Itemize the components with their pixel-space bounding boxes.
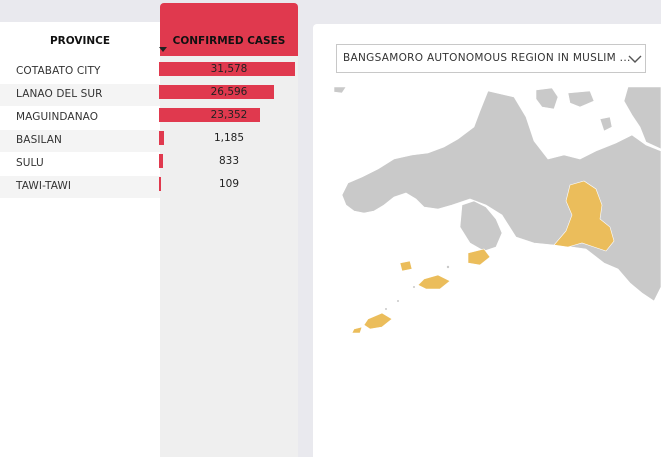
map-islet — [413, 286, 415, 288]
province-name: MAGUINDANAO — [16, 111, 99, 123]
cases-data-bar — [159, 62, 295, 76]
map-land-islet — [333, 87, 347, 94]
cases-value: 109 — [218, 178, 240, 190]
province-name: COTABATO CITY — [16, 65, 101, 77]
province-cell: TAWI-TAWI — [0, 176, 160, 198]
table-row[interactable]: COTABATO CITY 31,578 — [0, 61, 298, 84]
cases-data-bar — [159, 177, 161, 191]
sort-descending-icon[interactable] — [159, 47, 167, 52]
cases-column-header-highlight[interactable] — [160, 3, 298, 56]
table-row[interactable]: SULU 833 — [0, 153, 298, 176]
region-map[interactable] — [328, 87, 661, 452]
confirmed-cases-column-header[interactable]: CONFIRMED CASES — [172, 35, 286, 47]
map-islet — [385, 308, 387, 310]
province-name: TAWI-TAWI — [16, 180, 72, 192]
province-cell: MAGUINDANAO — [0, 107, 160, 129]
table-row[interactable]: BASILAN 1,185 — [0, 130, 298, 153]
map-land-islet — [599, 116, 613, 132]
map-land-mindanao — [341, 90, 661, 302]
map-region-tawi-tawi[interactable] — [363, 312, 393, 330]
cases-data-bar — [159, 108, 260, 122]
cases-value: 26,596 — [210, 86, 248, 98]
map-land-islet — [535, 87, 559, 110]
map-land-zamboanga — [459, 200, 503, 252]
table-row[interactable]: MAGUINDANAO 23,352 — [0, 107, 298, 130]
cases-data-bar — [159, 131, 165, 145]
map-islet — [397, 300, 399, 302]
cases-value: 23,352 — [210, 109, 248, 121]
map-islet — [446, 265, 450, 269]
table-row[interactable]: TAWI-TAWI 109 — [0, 176, 298, 199]
map-land-north — [623, 87, 661, 150]
province-table-body: COTABATO CITY 31,578 LANAO DEL SUR 26,59… — [0, 61, 298, 199]
cases-data-bar — [159, 85, 274, 99]
map-land-islet — [567, 90, 595, 108]
map-region-sulu[interactable] — [417, 274, 451, 290]
province-cell: COTABATO CITY — [0, 61, 160, 83]
cases-value: 833 — [218, 155, 240, 167]
province-column-header[interactable]: PROVINCE — [49, 35, 111, 47]
map-region-lanao-maguindanao[interactable] — [553, 180, 615, 252]
map-region-basilan[interactable] — [467, 248, 491, 266]
map-region-tawi-tawi-islet[interactable] — [351, 326, 363, 334]
cases-column-background — [160, 55, 298, 457]
chevron-down-icon — [628, 55, 642, 63]
cases-value: 31,578 — [210, 63, 248, 75]
province-name: LANAO DEL SUR — [16, 88, 103, 100]
province-cell: SULU — [0, 153, 160, 175]
map-svg — [333, 87, 661, 334]
region-dropdown[interactable]: BANGSAMORO AUTONOMOUS REGION IN MUSLIM .… — [336, 44, 646, 73]
cases-value: 1,185 — [213, 132, 245, 144]
table-row[interactable]: LANAO DEL SUR 26,596 — [0, 84, 298, 107]
map-region-sulu-islet[interactable] — [399, 260, 413, 272]
province-cell: BASILAN — [0, 130, 160, 152]
province-cell: LANAO DEL SUR — [0, 84, 160, 106]
province-name: BASILAN — [16, 134, 62, 146]
cases-data-bar — [159, 154, 163, 168]
province-name: SULU — [16, 157, 44, 169]
region-dropdown-value: BANGSAMORO AUTONOMOUS REGION IN MUSLIM .… — [343, 52, 631, 64]
